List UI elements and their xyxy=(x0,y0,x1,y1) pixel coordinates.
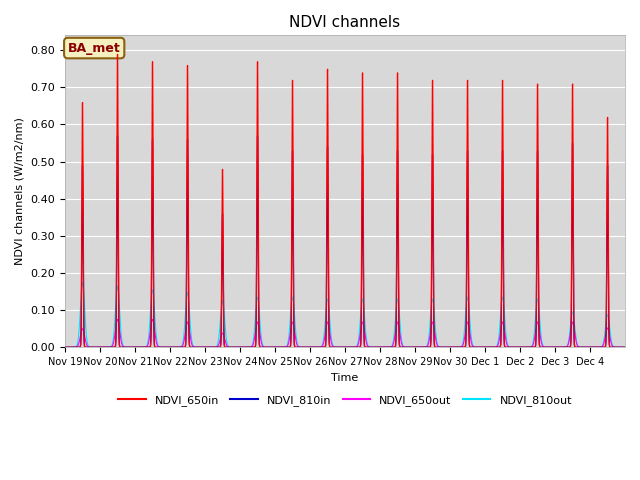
Title: NDVI channels: NDVI channels xyxy=(289,15,401,30)
Legend: NDVI_650in, NDVI_810in, NDVI_650out, NDVI_810out: NDVI_650in, NDVI_810in, NDVI_650out, NDV… xyxy=(114,390,577,410)
Text: BA_met: BA_met xyxy=(68,42,120,55)
Y-axis label: NDVI channels (W/m2/nm): NDVI channels (W/m2/nm) xyxy=(15,118,25,265)
X-axis label: Time: Time xyxy=(332,372,358,383)
